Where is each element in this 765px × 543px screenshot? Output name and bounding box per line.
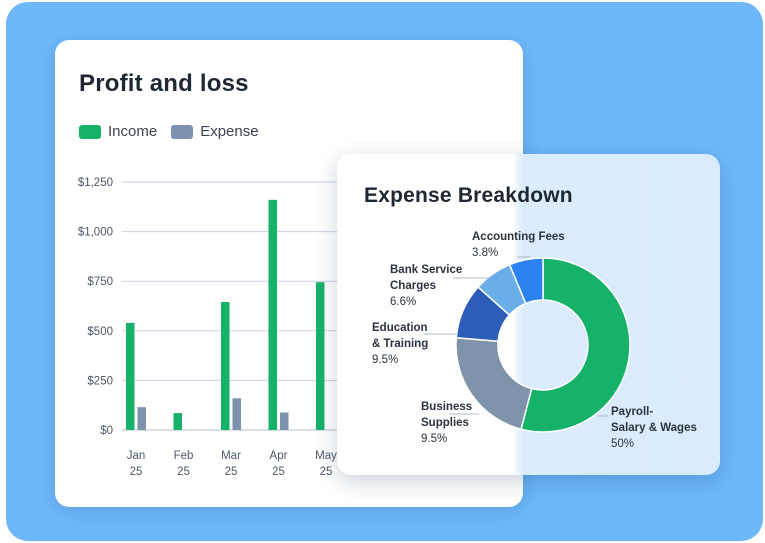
income-swatch — [79, 124, 101, 139]
profit-loss-title: Profit and loss — [79, 70, 249, 97]
y-tick-label: $1,000 — [78, 227, 113, 239]
legend-item-income: Income — [79, 123, 157, 140]
expense-donut-chart — [424, 256, 631, 433]
expense-swatch — [171, 124, 194, 139]
bar-income-2 — [221, 302, 230, 430]
expense-breakdown-card: Expense Breakdown Accounting Fees 3.8% B… — [337, 154, 720, 475]
y-tick-label: $750 — [87, 276, 113, 288]
legend-label-expense: Expense — [200, 123, 259, 140]
label-education-pct: 9.5% — [372, 354, 399, 366]
label-business-line1: Business — [421, 401, 473, 413]
x-tick-label: Feb — [174, 450, 194, 462]
label-accounting-fees-name: Accounting Fees — [472, 231, 565, 243]
expense-breakdown-title: Expense Breakdown — [364, 184, 573, 207]
donut-slice-0 — [520, 257, 631, 433]
bar-expense-2 — [232, 398, 241, 430]
bar-expense-0 — [137, 407, 146, 430]
x-tick-label: 25 — [272, 466, 285, 478]
x-tick-label: Mar — [221, 450, 241, 462]
label-bank-service-line1: Bank Service — [390, 264, 463, 276]
label-business-line2: Supplies — [421, 417, 469, 429]
x-tick-label: May — [315, 450, 337, 462]
label-business-pct: 9.5% — [421, 433, 448, 445]
label-accounting-fees: Accounting Fees 3.8% — [472, 229, 565, 261]
x-tick-label: 25 — [177, 466, 190, 478]
y-tick-label: $1,250 — [78, 177, 113, 189]
y-tick-label: $500 — [87, 326, 113, 338]
label-bank-service-pct: 6.6% — [390, 296, 417, 308]
donut-slice-4 — [508, 257, 544, 305]
label-bank-service-line2: Charges — [390, 280, 437, 292]
x-tick-label: Apr — [270, 450, 288, 462]
profit-loss-legend: Income Expense — [79, 123, 273, 140]
label-payroll-line1: Payroll- — [611, 406, 654, 418]
label-bank-service-charges: Bank Service Charges 6.6% — [390, 262, 462, 310]
label-payroll-pct: 50% — [611, 438, 635, 450]
legend-label-income: Income — [108, 123, 158, 140]
y-tick-label: $250 — [87, 375, 113, 387]
bar-income-1 — [173, 413, 182, 430]
x-tick-label: 25 — [320, 466, 333, 478]
label-education-line1: Education — [372, 322, 428, 334]
bar-income-0 — [126, 322, 135, 430]
legend-item-expense: Expense — [171, 123, 259, 140]
bar-expense-3 — [280, 412, 289, 430]
x-tick-label: Jan — [127, 450, 146, 462]
y-tick-label: $0 — [100, 425, 113, 437]
label-education-training: Education & Training 9.5% — [372, 320, 428, 368]
label-accounting-fees-pct: 3.8% — [472, 247, 499, 259]
label-education-line2: & Training — [372, 338, 429, 350]
bar-income-4 — [316, 282, 325, 430]
label-business-supplies: Business Supplies 9.5% — [421, 399, 472, 447]
bar-income-3 — [268, 199, 277, 430]
label-payroll-line2: Salary & Wages — [611, 422, 697, 434]
x-tick-label: 25 — [130, 466, 143, 478]
x-tick-label: 25 — [225, 466, 238, 478]
label-payroll: Payroll- Salary & Wages 50% — [611, 404, 697, 452]
